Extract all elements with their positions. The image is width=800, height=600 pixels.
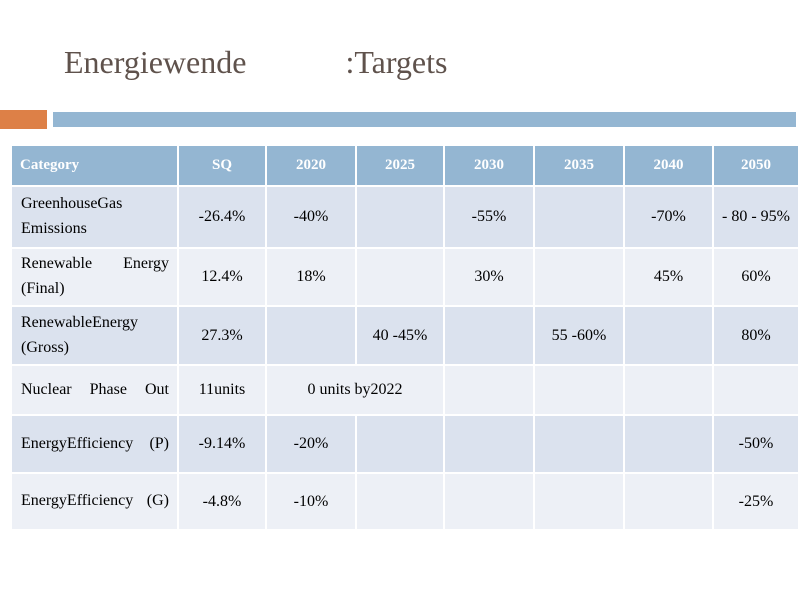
cell-2040: -70%	[623, 185, 714, 249]
cell-2040	[623, 472, 714, 531]
table-row-renewable-gross: RenewableEnergy (Gross) 27.3% 40 -45% 55…	[10, 305, 800, 366]
cell-2030	[443, 364, 535, 416]
column-header-2025: 2025	[355, 144, 445, 187]
slide-title-right: :Targets	[345, 44, 448, 80]
cell-2050: 60%	[712, 247, 800, 307]
cell-2040	[623, 305, 714, 366]
column-header-2035: 2035	[533, 144, 625, 187]
cell-sq: -4.8%	[177, 472, 267, 531]
accent-orange-block	[0, 110, 47, 129]
table-row-renewable-final: Renewable Energy (Final) 12.4% 18% 30% 4…	[10, 247, 800, 307]
table-row-greenhouse-gas: GreenhouseGas Emissions -26.4% -40% -55%…	[10, 185, 800, 249]
cell-2040	[623, 364, 714, 416]
cell-2035	[533, 472, 625, 531]
cell-2035	[533, 364, 625, 416]
cell-2025	[355, 185, 445, 249]
slide-title-left: Energiewende	[64, 44, 247, 80]
row-category: EnergyEfficiency (G)	[10, 472, 179, 531]
table-row-energy-efficiency-g: EnergyEfficiency (G) -4.8% -10% -25%	[10, 472, 800, 531]
column-header-2040: 2040	[623, 144, 714, 187]
cell-2035: 55 -60%	[533, 305, 625, 366]
row-category: Renewable Energy (Final)	[10, 247, 179, 307]
cell-2040	[623, 414, 714, 474]
column-header-sq: SQ	[177, 144, 267, 187]
cell-sq: -9.14%	[177, 414, 267, 474]
slide-title: Energiewende :Targets	[64, 42, 447, 84]
row-category: EnergyEfficiency (P)	[10, 414, 179, 474]
cell-2025: 40 -45%	[355, 305, 445, 366]
cell-sq: 11units	[177, 364, 267, 416]
cell-sq: -26.4%	[177, 185, 267, 249]
cell-2035	[533, 247, 625, 307]
cell-2020-2025-merged: 0 units by2022	[265, 364, 445, 416]
cell-sq: 27.3%	[177, 305, 267, 366]
cell-2050: -50%	[712, 414, 800, 474]
cell-2050: - 80 - 95%	[712, 185, 800, 249]
table-row-nuclear-phase-out: Nuclear Phase Out 11units 0 units by2022	[10, 364, 800, 416]
row-category: Nuclear Phase Out	[10, 364, 179, 416]
cell-2030	[443, 414, 535, 474]
cell-2030: -55%	[443, 185, 535, 249]
cell-2030	[443, 472, 535, 531]
row-category: RenewableEnergy (Gross)	[10, 305, 179, 366]
cell-2050: 80%	[712, 305, 800, 366]
cell-2050: -25%	[712, 472, 800, 531]
table-row-energy-efficiency-p: EnergyEfficiency (P) -9.14% -20% -50%	[10, 414, 800, 474]
targets-table: Category SQ 2020 2025 2030 2035 2040 205…	[10, 144, 800, 531]
cell-2035	[533, 185, 625, 249]
table-header-row: Category SQ 2020 2025 2030 2035 2040 205…	[10, 144, 800, 187]
cell-2025	[355, 414, 445, 474]
cell-2040: 45%	[623, 247, 714, 307]
column-header-2020: 2020	[265, 144, 357, 187]
column-header-2050: 2050	[712, 144, 800, 187]
row-category: GreenhouseGas Emissions	[10, 185, 179, 249]
cell-2025	[355, 247, 445, 307]
cell-2020: -10%	[265, 472, 357, 531]
cell-2035	[533, 414, 625, 474]
cell-2020	[265, 305, 357, 366]
cell-sq: 12.4%	[177, 247, 267, 307]
accent-blue-bar	[53, 112, 796, 127]
cell-2025	[355, 472, 445, 531]
cell-2050	[712, 364, 800, 416]
column-header-2030: 2030	[443, 144, 535, 187]
cell-2020: 18%	[265, 247, 357, 307]
cell-2020: -20%	[265, 414, 357, 474]
cell-2020: -40%	[265, 185, 357, 249]
column-header-category: Category	[10, 144, 179, 187]
cell-2030: 30%	[443, 247, 535, 307]
cell-2030	[443, 305, 535, 366]
